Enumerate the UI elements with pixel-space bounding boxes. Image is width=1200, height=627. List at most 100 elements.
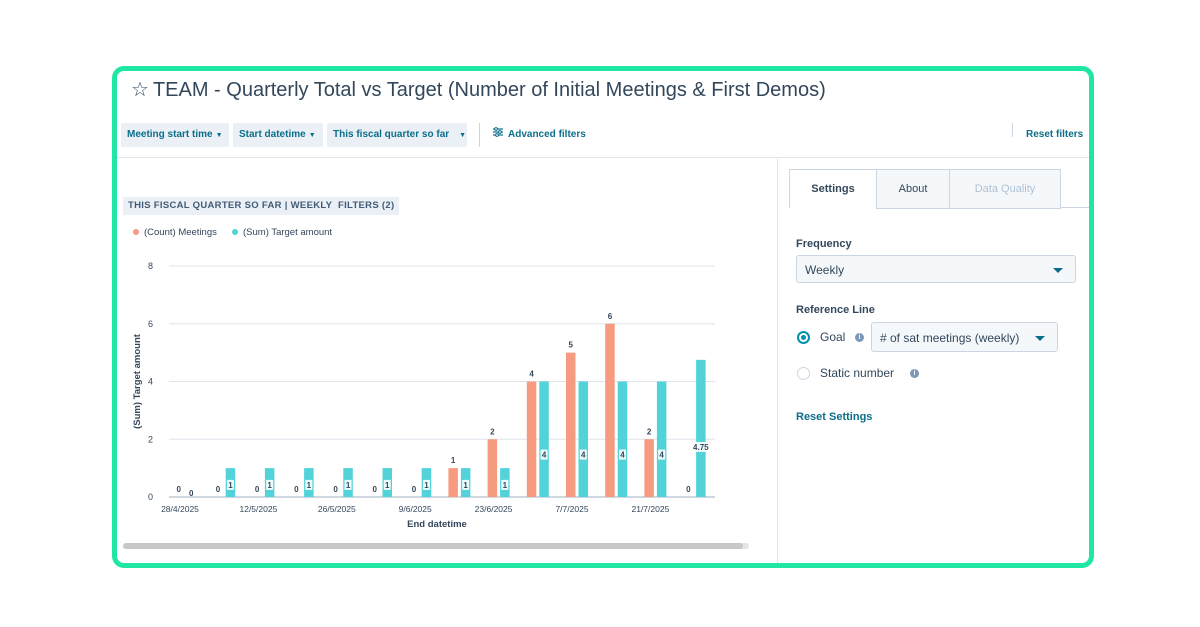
filter-chip-label: This fiscal quarter so far xyxy=(333,129,450,140)
filter-chip-date-range[interactable]: This fiscal quarter so far ▼ xyxy=(327,123,467,147)
info-icon[interactable]: i xyxy=(855,333,864,342)
target-bar xyxy=(539,381,549,497)
filter-chip-label: Meeting start time xyxy=(127,129,213,140)
target-data-label: 1 xyxy=(424,481,429,490)
y-tick-label: 0 xyxy=(148,492,153,502)
target-data-label: 4 xyxy=(581,451,586,460)
target-data-label: 4.75 xyxy=(693,443,709,452)
tab-about[interactable]: About xyxy=(876,169,950,209)
x-tick-label: 26/5/2025 xyxy=(318,504,356,514)
filter-bar: Meeting start time ▼ Start datetime ▼ This… xyxy=(121,117,1089,147)
sliders-icon xyxy=(493,123,503,147)
target-label-bg xyxy=(540,449,548,460)
goal-radio[interactable] xyxy=(797,331,810,344)
scrollbar-thumb[interactable] xyxy=(123,543,743,549)
meetings-bar xyxy=(448,468,458,497)
target-label-bg xyxy=(305,479,313,490)
x-tick-label: 28/4/2025 xyxy=(161,504,199,514)
target-data-label: 4 xyxy=(659,451,664,460)
meetings-bar xyxy=(644,439,654,497)
target-bar xyxy=(617,381,628,497)
legend-item-meetings[interactable]: (Count) Meetings xyxy=(133,227,217,238)
legend-item-target[interactable]: (Sum) Target amount xyxy=(232,227,332,238)
target-bar xyxy=(696,359,706,497)
static-number-radio[interactable] xyxy=(797,367,810,380)
caret-down-icon xyxy=(1053,268,1063,273)
reset-filters-button[interactable]: Reset filters xyxy=(1026,129,1084,140)
target-data-label: 1 xyxy=(346,481,351,490)
legend-dot xyxy=(133,229,139,236)
target-label-bg xyxy=(501,479,509,490)
y-tick-label: 6 xyxy=(148,319,153,329)
date-range-tag: THIS FISCAL QUARTER SO FAR | WEEKLY xyxy=(123,197,338,215)
meetings-data-label: 0 xyxy=(333,485,338,494)
reset-settings-link[interactable]: Reset Settings xyxy=(796,411,873,423)
filter-chip-meeting-start-time[interactable]: Meeting start time ▼ xyxy=(121,123,229,147)
meetings-bar xyxy=(487,439,498,497)
meetings-data-label: 4 xyxy=(529,370,534,379)
filter-divider xyxy=(117,157,1089,158)
meetings-bar xyxy=(566,352,576,497)
y-tick-label: 4 xyxy=(148,377,153,387)
target-label-bg xyxy=(266,479,274,490)
report-title-text: TEAM - Quarterly Total vs Target (Number… xyxy=(152,79,826,101)
target-bar xyxy=(656,381,667,497)
meetings-data-label: 5 xyxy=(569,341,574,350)
meetings-data-label: 0 xyxy=(177,485,182,494)
x-tick-label: 21/7/2025 xyxy=(631,504,669,514)
target-data-label: 1 xyxy=(463,481,468,490)
y-axis-label: (Sum) Target amount xyxy=(132,333,143,429)
caret-down-icon: ▼ xyxy=(308,132,316,139)
static-number-label: Static number xyxy=(820,366,895,380)
target-data-label: 1 xyxy=(503,481,508,490)
meetings-data-label: 0 xyxy=(294,485,299,494)
target-label-bg xyxy=(383,479,391,490)
target-data-label: 1 xyxy=(385,481,390,490)
report-title: ☆ TEAM - Quarterly Total vs Target (Numbe… xyxy=(131,77,826,102)
filter-chip-start-datetime[interactable]: Start datetime ▼ xyxy=(233,123,323,147)
star-icon[interactable]: ☆ xyxy=(131,79,149,101)
meetings-data-label: 2 xyxy=(490,427,495,436)
divider xyxy=(1012,123,1013,137)
meetings-data-label: 0 xyxy=(373,485,378,494)
goal-select[interactable]: # of sat meetings (weekly) xyxy=(871,322,1058,352)
target-label-bg xyxy=(462,479,470,490)
target-label-bg xyxy=(344,479,352,490)
target-data-label: 1 xyxy=(228,481,233,490)
advanced-filters-label: Advanced filters xyxy=(508,129,586,140)
target-label-bg xyxy=(692,441,709,452)
advanced-filters-button[interactable]: Advanced filters xyxy=(493,123,586,147)
caret-down-icon: ▼ xyxy=(215,132,223,139)
info-icon[interactable]: i xyxy=(910,369,919,378)
y-tick-label: 8 xyxy=(148,261,153,271)
target-data-label: 1 xyxy=(267,481,272,490)
goal-label: Goal xyxy=(820,330,846,344)
target-bar xyxy=(578,381,588,497)
y-tick-label: 2 xyxy=(148,434,153,444)
meetings-data-label: 0 xyxy=(686,485,691,494)
meetings-data-label: 0 xyxy=(412,485,417,494)
meetings-data-label: 6 xyxy=(608,312,613,321)
meetings-data-label: 2 xyxy=(647,427,652,436)
target-label-bg xyxy=(226,479,234,490)
divider xyxy=(479,123,480,147)
legend-label: (Sum) Target amount xyxy=(243,227,333,238)
filters-count-tag[interactable]: FILTERS (2) xyxy=(333,197,400,215)
x-tick-label: 23/6/2025 xyxy=(475,504,513,514)
tab-settings[interactable]: Settings xyxy=(789,169,877,209)
x-axis-label: End datetime xyxy=(407,519,467,530)
filter-chip-label: Start datetime xyxy=(239,129,306,140)
horizontal-scrollbar[interactable] xyxy=(123,543,749,549)
target-data-label: 4 xyxy=(620,451,625,460)
goal-select-value: # of sat meetings (weekly) xyxy=(880,331,1020,345)
target-label-bg xyxy=(579,449,587,460)
panel-divider xyxy=(777,159,778,563)
legend-label: (Count) Meetings xyxy=(144,227,217,238)
meetings-data-label: 0 xyxy=(255,485,260,494)
frequency-select[interactable]: Weekly xyxy=(796,255,1076,283)
target-data-label: 0 xyxy=(189,489,194,498)
tab-data-quality[interactable]: Data Quality xyxy=(949,169,1061,209)
report-frame: ☆ TEAM - Quarterly Total vs Target (Numbe… xyxy=(112,66,1094,568)
legend-dot xyxy=(232,229,238,236)
